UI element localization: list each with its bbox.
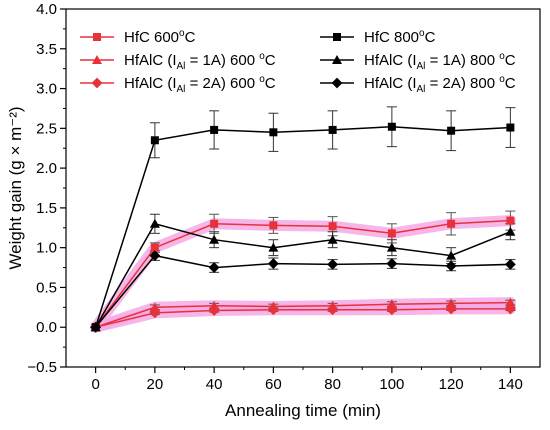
error-bar-layer: [149, 106, 516, 315]
data-point: [149, 250, 161, 262]
data-point: [149, 218, 160, 228]
x-tick-label: 20: [147, 376, 164, 393]
y-tick-label: 2.0: [36, 160, 57, 177]
data-point: [505, 297, 516, 307]
x-tick-label: 140: [498, 376, 523, 393]
data-point: [387, 122, 396, 131]
marker-layer: [90, 122, 516, 333]
legend-marker: [92, 55, 102, 64]
data-point: [209, 234, 220, 244]
y-tick-label: 2.5: [36, 120, 57, 137]
data-point: [269, 128, 278, 137]
data-point: [447, 219, 456, 228]
data-point: [267, 258, 279, 269]
y-tick-label: 4.0: [36, 1, 57, 18]
data-point: [445, 260, 457, 272]
legend-item: HfAlC (IAl = 2A) 800 oC: [320, 74, 516, 95]
series-line: [94, 222, 511, 328]
data-point: [386, 299, 397, 309]
legend-marker: [331, 77, 343, 89]
series-line: [95, 308, 511, 328]
data-point: [150, 136, 159, 145]
y-tick-label: 3.5: [36, 41, 57, 58]
data-point: [446, 298, 457, 308]
data-point: [386, 258, 398, 269]
legend-marker: [91, 77, 103, 89]
series-line-layer: [94, 125, 511, 328]
x-tick-label: 0: [91, 376, 99, 393]
data-point: [446, 250, 457, 260]
series-line: [94, 219, 511, 328]
x-tick-label: 80: [324, 376, 341, 393]
x-tick-label: 40: [206, 376, 223, 393]
data-point: [506, 216, 515, 225]
legend-marker: [332, 55, 342, 64]
data-point: [150, 243, 159, 252]
y-tick-label: −0.5: [27, 359, 57, 376]
legend-label: HfAlC (IAl = 1A) 800 oC: [364, 51, 516, 72]
data-point: [505, 226, 516, 236]
data-point: [445, 303, 457, 315]
y-tick-label: 1.0: [36, 240, 57, 257]
legend-label: HfAlC (IAl = 2A) 800 oC: [364, 74, 516, 95]
data-point: [90, 321, 102, 333]
data-point: [327, 304, 339, 316]
data-point: [210, 125, 219, 134]
legend: HfC 600oC HfC 800oC HfAlC (IAl = 1A) 600 o…: [80, 28, 516, 95]
legend-item: HfC 800oC: [320, 28, 436, 46]
series-line: [95, 254, 511, 328]
data-point: [268, 242, 279, 252]
legend-item: HfAlC (IAl = 1A) 600 oC: [80, 51, 276, 72]
data-point: [327, 234, 338, 244]
data-point: [328, 222, 337, 231]
y-tick-label: 1.5: [36, 200, 57, 217]
series-line: [95, 301, 511, 328]
axes: 0 20 40 60 80 100 120 140 −0.5 0.0 0.5 1.0 1.5 2.0 2.5…: [27, 1, 541, 393]
legend-item: HfAlC (IAl = 2A) 600 oC: [80, 74, 276, 95]
data-point: [506, 123, 515, 132]
legend-label: HfC 800oC: [364, 28, 436, 46]
data-point: [328, 125, 337, 134]
legend-item: HfC 600oC: [80, 28, 196, 46]
y-axis-title: Weight gain (g × m⁻²): [6, 106, 25, 269]
y-tick-label: 0.0: [36, 319, 57, 336]
data-point: [208, 305, 220, 316]
legend-marker: [333, 33, 341, 41]
data-point: [269, 221, 278, 230]
data-point: [208, 262, 220, 273]
series-line: [94, 125, 511, 328]
y-tick-label: 0.5: [36, 279, 57, 296]
data-point: [149, 302, 160, 312]
data-point: [504, 258, 516, 270]
data-point: [386, 304, 398, 316]
data-point: [387, 229, 396, 238]
x-tick-label: 120: [439, 376, 464, 393]
data-point: [386, 242, 397, 252]
y-tick-label: 3.0: [36, 81, 57, 98]
x-tick-label: 100: [379, 376, 404, 393]
legend-label: HfAlC (IAl = 2A) 600 oC: [124, 74, 276, 95]
data-point: [327, 258, 339, 270]
data-point: [504, 303, 516, 315]
x-axis-title: Annealing time (min): [225, 401, 381, 420]
data-point: [210, 219, 219, 228]
legend-label: HfAlC (IAl = 1A) 600 oC: [124, 51, 276, 72]
x-tick-label: 60: [265, 376, 282, 393]
legend-item: HfAlC (IAl = 1A) 800 oC: [320, 51, 516, 72]
legend-label: HfC 600oC: [124, 28, 196, 46]
data-point: [267, 304, 279, 316]
legend-marker: [93, 33, 101, 41]
data-point: [149, 307, 161, 319]
data-point: [447, 126, 456, 135]
